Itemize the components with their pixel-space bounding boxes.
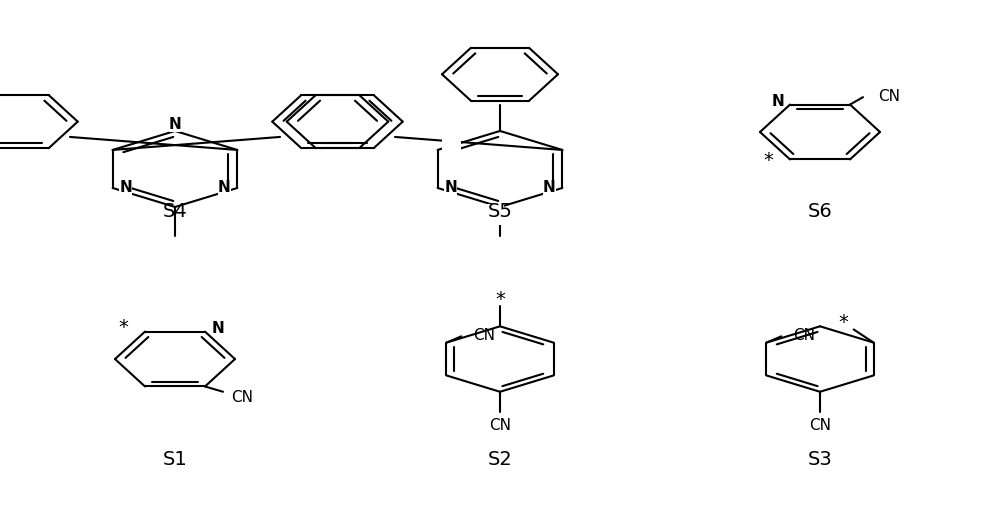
Text: CN: CN: [809, 418, 831, 433]
Text: N: N: [445, 140, 458, 155]
Text: *: *: [118, 318, 128, 337]
Text: *: *: [839, 313, 849, 332]
Text: N: N: [212, 322, 224, 336]
Text: *: *: [495, 290, 505, 309]
Text: N: N: [543, 181, 556, 195]
Text: *: *: [763, 151, 773, 170]
Text: S5: S5: [488, 202, 512, 221]
Text: N: N: [169, 117, 181, 131]
Text: CN: CN: [489, 418, 511, 433]
Text: N: N: [119, 181, 132, 195]
Text: N: N: [489, 208, 501, 222]
Text: N: N: [489, 208, 501, 222]
Text: CN: CN: [878, 89, 900, 104]
Text: S6: S6: [808, 202, 832, 221]
Text: N: N: [218, 181, 231, 195]
Text: N: N: [445, 140, 458, 155]
Text: CN: CN: [231, 390, 253, 404]
Text: CN: CN: [473, 328, 495, 343]
Text: S3: S3: [808, 450, 832, 469]
Text: S2: S2: [488, 450, 512, 469]
Text: S1: S1: [163, 450, 187, 469]
Text: S4: S4: [163, 202, 187, 221]
Text: N: N: [772, 95, 784, 109]
Text: N: N: [444, 181, 457, 195]
Text: CN: CN: [793, 328, 815, 343]
